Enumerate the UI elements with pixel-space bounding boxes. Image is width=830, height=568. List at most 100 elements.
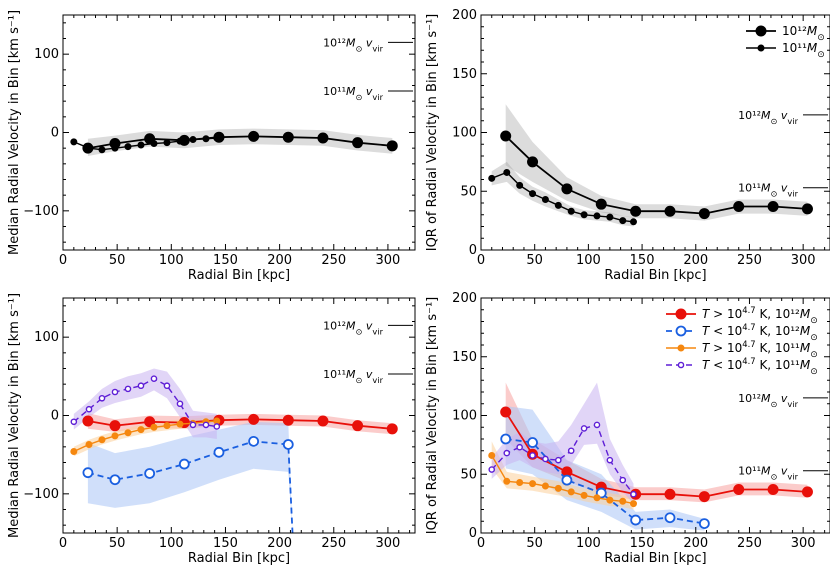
band-0 (87, 413, 393, 435)
data-point (176, 400, 184, 408)
data-point (593, 421, 601, 429)
y-tick-label: 100 (452, 409, 477, 424)
data-point (619, 497, 627, 505)
data-point (595, 198, 607, 210)
data-point (150, 139, 158, 147)
series-line-0 (505, 135, 808, 215)
data-point (386, 140, 398, 152)
x-tick-label: 50 (526, 536, 543, 551)
data-point (109, 474, 121, 486)
y-tick-label: 100 (34, 47, 59, 62)
data-point (124, 429, 132, 437)
band-0 (505, 104, 808, 221)
data-point (606, 213, 614, 221)
data-point (606, 496, 614, 504)
band-0 (87, 128, 393, 156)
data-point (282, 131, 294, 143)
data-point (282, 414, 294, 426)
data-point (144, 416, 156, 428)
data-point (630, 490, 637, 498)
data-point (317, 132, 329, 144)
x-axis-label: Radial Bin [kpc] (604, 551, 706, 566)
data-point (248, 130, 260, 142)
series-line-0 (87, 418, 393, 430)
x-tick-label: 150 (213, 536, 238, 551)
data-point (488, 466, 496, 473)
plot-area (70, 368, 398, 533)
data-point (767, 484, 779, 496)
data-point (629, 500, 637, 508)
data-point (500, 433, 512, 445)
x-tick-label: 250 (321, 253, 346, 268)
x-tick-label: 200 (683, 536, 708, 551)
x-tick-label: 50 (109, 253, 126, 268)
data-point (85, 440, 93, 448)
legend-marker (755, 25, 767, 37)
data-point (150, 375, 158, 382)
x-tick-label: 250 (321, 536, 346, 551)
y-axis-label: IQR of Radial Velocity in Bin [km s⁻¹] (425, 297, 440, 535)
x-tick-label: 100 (159, 536, 184, 551)
x-tick-label: 300 (791, 253, 816, 268)
data-point (567, 207, 575, 215)
data-point (213, 134, 221, 142)
vvir-label-m11: 10¹¹M⊙ vvir (738, 465, 798, 482)
y-tick-label: 100 (34, 330, 59, 345)
data-point (580, 491, 588, 499)
data-point (529, 452, 536, 459)
x-tick-label: 50 (109, 536, 126, 551)
data-point (529, 190, 537, 198)
data-point (500, 406, 512, 418)
legend-label: 10¹¹M⊙ (782, 41, 825, 60)
legend-label: T < 104.7 K, 10¹²M⊙ (702, 322, 818, 343)
band-3 (491, 382, 634, 504)
legend-label: T > 104.7 K, 10¹²M⊙ (702, 305, 818, 326)
series-line-0 (504, 411, 808, 498)
y-tick-label: 150 (452, 67, 477, 82)
data-point (500, 130, 512, 142)
y-tick-label: 0 (51, 409, 59, 424)
data-point (664, 205, 676, 217)
y-tick-label: 0 (469, 243, 477, 258)
plot-area (488, 104, 813, 227)
x-tick-label: 0 (59, 536, 67, 551)
data-point (619, 476, 627, 484)
data-point (85, 405, 93, 413)
data-point (111, 144, 119, 152)
data-point (733, 484, 745, 496)
legend-marker (675, 325, 687, 337)
data-point (176, 137, 184, 145)
panel-top-left: 0 50 100 150 200 250 300 −100 0 100 Radial Bin [kp… (7, 10, 416, 283)
x-tick-label: 150 (630, 253, 655, 268)
y-tick-label: 0 (469, 526, 477, 541)
x-tick-label: 300 (791, 536, 816, 551)
y-axis-label: IQR of Radial Velocity in Bin [km s⁻¹] (425, 14, 440, 252)
data-point (176, 420, 184, 428)
y-tick-label: −100 (23, 204, 59, 219)
y-tick-label: 0 (51, 126, 59, 141)
band-1 (87, 421, 293, 533)
x-tick-label: 200 (683, 253, 708, 268)
legend: 10¹²M⊙10¹¹M⊙ (746, 24, 825, 60)
data-point (664, 512, 676, 524)
data-point (516, 478, 524, 486)
data-point (85, 144, 93, 152)
data-point (352, 137, 364, 149)
data-point (144, 468, 156, 479)
data-point (109, 420, 121, 432)
data-point (580, 211, 588, 219)
vvir-label-m12: 10¹²M⊙ vvir (323, 319, 383, 336)
vvir-label-m11: 10¹¹M⊙ vvir (323, 85, 383, 102)
data-point (630, 514, 642, 526)
x-tick-label: 150 (630, 536, 655, 551)
data-point (801, 486, 813, 498)
data-point (98, 394, 106, 402)
legend-marker (677, 344, 685, 352)
data-point (767, 201, 779, 213)
legend-label: 10¹²M⊙ (782, 24, 825, 43)
data-point (282, 439, 294, 450)
x-tick-label: 300 (376, 536, 401, 551)
data-point (137, 426, 145, 434)
